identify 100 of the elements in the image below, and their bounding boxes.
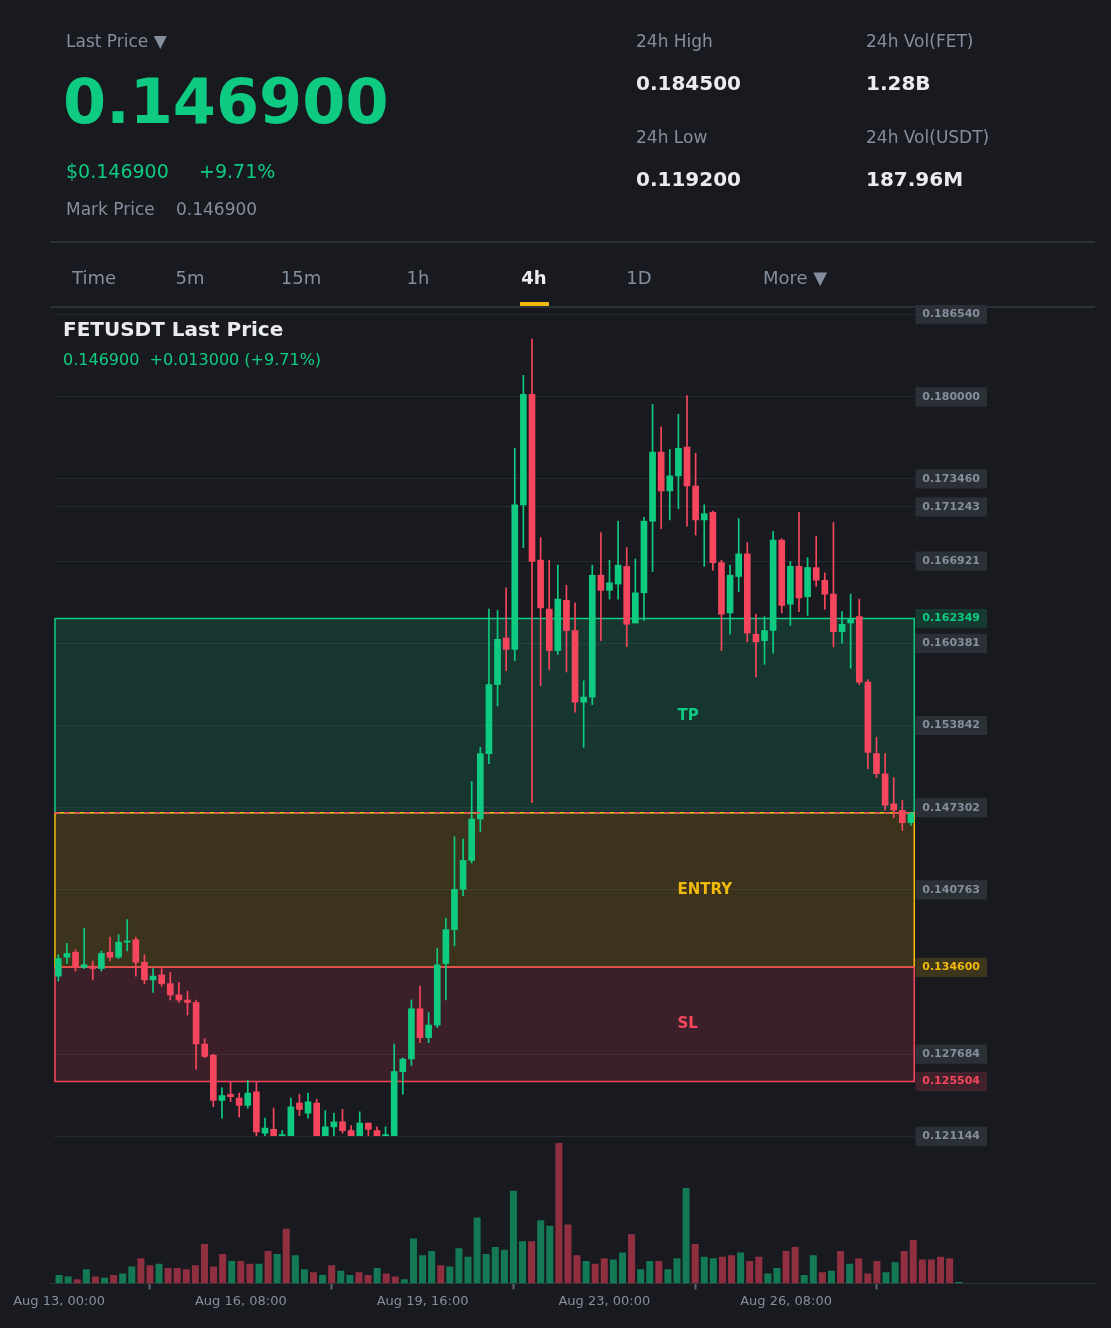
- bar: [464, 1256, 472, 1284]
- bar: [210, 1266, 218, 1284]
- bar: [437, 1265, 445, 1284]
- bar: [827, 1270, 835, 1284]
- bar: [455, 1248, 463, 1284]
- text: 1.28B: [866, 71, 931, 95]
- bar: [482, 1253, 490, 1284]
- text: 24h Vol(USDT): [866, 127, 990, 148]
- bar: [164, 1267, 172, 1284]
- bar: [110, 1274, 118, 1284]
- bar: [718, 1256, 726, 1284]
- y-tick-label: 0.171243: [922, 499, 981, 513]
- bar: [855, 1258, 863, 1284]
- band-label: SL: [677, 1014, 699, 1033]
- y-tick-label: 0.153842: [922, 718, 981, 732]
- bar: [82, 1269, 90, 1284]
- text: 0.184500: [636, 71, 742, 95]
- y-tick-label: 0.121144: [922, 1129, 981, 1143]
- bar: [918, 1259, 926, 1284]
- text: Time: [71, 267, 117, 289]
- bar: [546, 1225, 554, 1284]
- bar: [137, 1258, 145, 1284]
- bar: [700, 1256, 708, 1284]
- bar: [246, 1263, 254, 1284]
- candlestick: [666, 449, 674, 521]
- bar: [891, 1262, 899, 1284]
- bar: [55, 1274, 63, 1284]
- y-tick-label: 0.166921: [922, 554, 981, 567]
- bar: [800, 1274, 808, 1284]
- text: 24h High: [636, 31, 713, 52]
- y-tick-label: 0.162349: [922, 611, 981, 625]
- bar: [146, 1265, 154, 1284]
- bar: [519, 1241, 527, 1284]
- text: 0.146900: [176, 199, 258, 220]
- bar: [882, 1272, 890, 1284]
- text: 4h: [521, 267, 547, 289]
- bar: [873, 1260, 881, 1284]
- bar: [809, 1255, 817, 1284]
- bar: [264, 1251, 272, 1284]
- x-tick-label: Aug 16, 08:00: [194, 1292, 287, 1308]
- bar: [837, 1251, 845, 1284]
- bar: [555, 1143, 563, 1284]
- text: 24h Vol(FET): [866, 31, 974, 52]
- bar: [346, 1274, 354, 1284]
- bar: [573, 1255, 581, 1284]
- bar: [64, 1276, 72, 1284]
- bar: [409, 1238, 417, 1284]
- bar: [927, 1259, 935, 1284]
- y-tick-label: 0.140763: [922, 882, 981, 896]
- bar: [746, 1260, 754, 1284]
- bar: [737, 1252, 745, 1284]
- bar: [682, 1187, 690, 1284]
- x-tick-label: Aug 19, 16:00: [376, 1292, 469, 1308]
- bar: [864, 1273, 872, 1284]
- bar: [337, 1270, 345, 1284]
- bar: [310, 1272, 318, 1284]
- y-tick-label: 0.127684: [922, 1047, 981, 1061]
- bar: [155, 1263, 163, 1284]
- bar: [182, 1269, 190, 1284]
- bar: [691, 1244, 699, 1284]
- bar: [173, 1267, 181, 1284]
- x-tick-label: Aug 26, 08:00: [740, 1292, 832, 1308]
- bar: [282, 1228, 290, 1284]
- bar: [609, 1259, 617, 1284]
- bar: [937, 1256, 945, 1284]
- candlestick: [597, 532, 605, 641]
- text: 0.119200: [636, 167, 742, 191]
- candlestick: [80, 928, 88, 969]
- text: 1h: [406, 267, 430, 289]
- bar: [664, 1269, 672, 1284]
- bar: [219, 1253, 227, 1284]
- y-tick-label: 0.125504: [922, 1074, 981, 1088]
- y-tick-label: 0.180000: [922, 389, 981, 403]
- candlestick: [123, 919, 131, 952]
- bar: [273, 1253, 281, 1284]
- bar: [528, 1241, 536, 1284]
- bar: [509, 1190, 517, 1284]
- candlestick: [502, 587, 510, 672]
- bar: [391, 1276, 399, 1284]
- band-label: TP: [677, 705, 699, 724]
- bar: [628, 1234, 636, 1284]
- x-tick-label: Aug 23, 00:00: [558, 1292, 651, 1308]
- y-tick-label: 0.147302: [922, 800, 981, 814]
- bar: [128, 1266, 136, 1284]
- text: 5m: [175, 267, 205, 289]
- bar: [382, 1273, 390, 1284]
- bar: [446, 1266, 454, 1284]
- bar: [428, 1251, 436, 1284]
- bar: [373, 1267, 381, 1284]
- bar: [582, 1260, 590, 1284]
- bar: [564, 1224, 572, 1284]
- bar: [846, 1263, 854, 1284]
- candlestick: [63, 943, 71, 964]
- bar: [291, 1255, 299, 1284]
- bar: [119, 1273, 127, 1284]
- band-label: ENTRY: [677, 879, 734, 898]
- bar: [91, 1276, 99, 1284]
- chart-title: FETUSDT Last Price: [63, 317, 284, 341]
- text: More ▼: [762, 267, 828, 289]
- text: $0.146900: [66, 160, 169, 183]
